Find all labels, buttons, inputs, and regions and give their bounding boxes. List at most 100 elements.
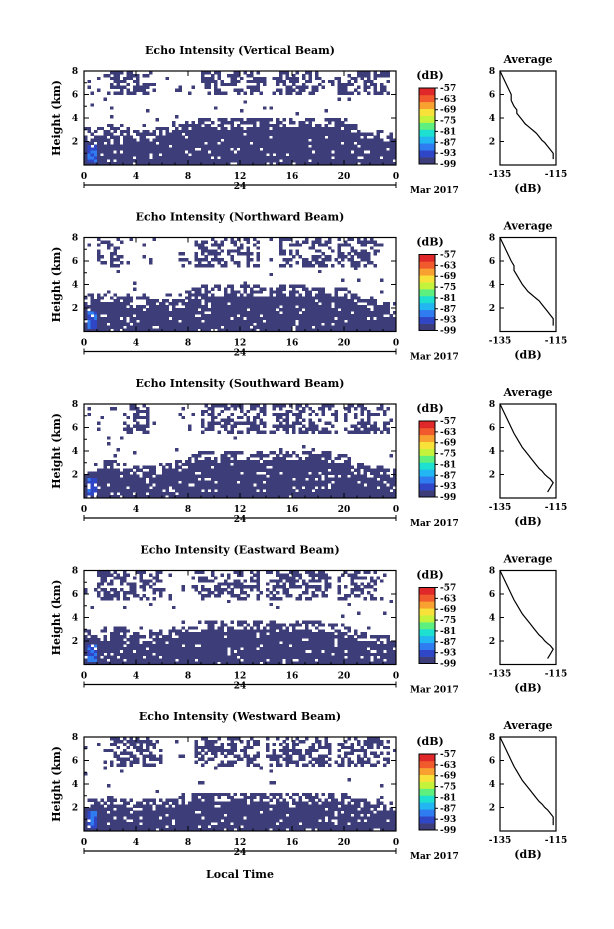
heatmap-cell bbox=[331, 325, 335, 329]
heatmap-cell bbox=[288, 468, 293, 472]
heatmap-cell bbox=[334, 305, 338, 309]
heatmap-cell bbox=[178, 258, 182, 262]
heatmap-cell bbox=[233, 290, 238, 294]
heatmap-cell bbox=[171, 123, 176, 128]
heatmap-cell bbox=[116, 641, 121, 645]
heatmap-cell bbox=[311, 471, 316, 475]
heatmap-cell bbox=[311, 138, 316, 142]
heatmap-cell bbox=[103, 325, 108, 329]
heatmap-cell bbox=[119, 638, 124, 642]
heatmap-cell bbox=[240, 126, 244, 131]
heatmap-cell bbox=[84, 305, 88, 309]
x-tick-label: 0 bbox=[393, 172, 399, 182]
heatmap-cell bbox=[337, 132, 342, 137]
heatmap-cell bbox=[327, 453, 332, 458]
heatmap-cell bbox=[103, 147, 108, 151]
heatmap-cell bbox=[233, 424, 238, 428]
heatmap-cell bbox=[337, 287, 342, 291]
heatmap-cell bbox=[350, 328, 355, 332]
heatmap-cell bbox=[311, 305, 316, 309]
heatmap-cell bbox=[392, 468, 397, 472]
heatmap-cell bbox=[272, 480, 277, 484]
heatmap-cell bbox=[191, 492, 195, 496]
heatmap-cell bbox=[230, 153, 234, 157]
heatmap-cell bbox=[142, 328, 147, 332]
heatmap-cell bbox=[207, 290, 212, 294]
heatmap-cell bbox=[103, 655, 108, 660]
heatmap-cell bbox=[256, 427, 260, 431]
heatmap-cell bbox=[197, 465, 202, 470]
heatmap-cell bbox=[246, 459, 251, 464]
heatmap-cell bbox=[100, 240, 104, 244]
heatmap-cell bbox=[142, 641, 147, 645]
heatmap-cell bbox=[249, 489, 254, 493]
heatmap-cell bbox=[210, 474, 215, 478]
heatmap-cell bbox=[305, 325, 309, 329]
heatmap-cell bbox=[262, 123, 267, 128]
heatmap-cell bbox=[220, 316, 225, 321]
heatmap-cell bbox=[113, 459, 117, 464]
heatmap-cell bbox=[347, 471, 351, 475]
heatmap-cell bbox=[350, 313, 355, 318]
heatmap-cell bbox=[87, 126, 91, 131]
heatmap-cell bbox=[370, 147, 374, 151]
average-profile-line bbox=[499, 403, 554, 493]
heatmap-cell bbox=[201, 465, 205, 470]
heatmap-cell bbox=[139, 646, 143, 651]
heatmap-cell bbox=[370, 427, 374, 431]
heatmap-cell bbox=[266, 120, 270, 125]
heatmap-cell bbox=[236, 290, 241, 294]
y-tick-label: 4 bbox=[72, 447, 78, 457]
heatmap-cell bbox=[106, 471, 111, 475]
heatmap-cell bbox=[275, 427, 280, 431]
heatmap-cell bbox=[97, 293, 101, 297]
heatmap-cell bbox=[366, 91, 371, 95]
heatmap-cell bbox=[295, 135, 299, 139]
heatmap-cell bbox=[230, 126, 234, 131]
heatmap-cell bbox=[204, 79, 208, 84]
heatmap-cell bbox=[308, 489, 312, 493]
heatmap-cell bbox=[360, 322, 364, 327]
heatmap-cell bbox=[301, 138, 306, 142]
heatmap-cell bbox=[227, 316, 231, 321]
heatmap-cell bbox=[357, 135, 361, 139]
heatmap-cell bbox=[181, 123, 186, 128]
heatmap-cell bbox=[142, 88, 147, 92]
heatmap-cell bbox=[256, 486, 260, 490]
heatmap-cell bbox=[331, 299, 335, 303]
heatmap-cell bbox=[246, 153, 251, 157]
heatmap-cell bbox=[136, 308, 140, 312]
heatmap-cell bbox=[373, 480, 377, 484]
heatmap-cell bbox=[175, 477, 179, 481]
heatmap-cell bbox=[142, 147, 147, 151]
heatmap-cell bbox=[155, 480, 160, 484]
heatmap-cell bbox=[97, 480, 101, 484]
heatmap-cell bbox=[214, 138, 218, 142]
heatmap-cell bbox=[253, 453, 257, 458]
heatmap-cell bbox=[373, 412, 377, 417]
heatmap-cell bbox=[301, 325, 306, 329]
heatmap-cell bbox=[347, 492, 351, 496]
heatmap-cell bbox=[207, 153, 212, 157]
heatmap-cell bbox=[392, 328, 397, 332]
heatmap-cell bbox=[145, 156, 150, 160]
heatmap-cell bbox=[347, 126, 351, 131]
heatmap-cell bbox=[334, 474, 338, 478]
heatmap-cell bbox=[214, 129, 218, 134]
heatmap-cell bbox=[334, 159, 338, 163]
heatmap-cell bbox=[181, 474, 186, 478]
heatmap-cell bbox=[285, 150, 290, 154]
heatmap-cell bbox=[366, 313, 371, 318]
heatmap-cell bbox=[90, 635, 95, 639]
heatmap-cell bbox=[305, 495, 309, 499]
heatmap-cell bbox=[149, 468, 153, 472]
heatmap-cell bbox=[360, 480, 364, 484]
heatmap-cell bbox=[340, 243, 345, 247]
heatmap-cell bbox=[171, 299, 176, 303]
heatmap-cell bbox=[139, 643, 143, 648]
heatmap-cell bbox=[347, 477, 351, 481]
heatmap-cell bbox=[285, 88, 290, 92]
heatmap-cell bbox=[275, 474, 280, 478]
heatmap-cell bbox=[223, 129, 228, 134]
heatmap-cell bbox=[129, 319, 134, 324]
